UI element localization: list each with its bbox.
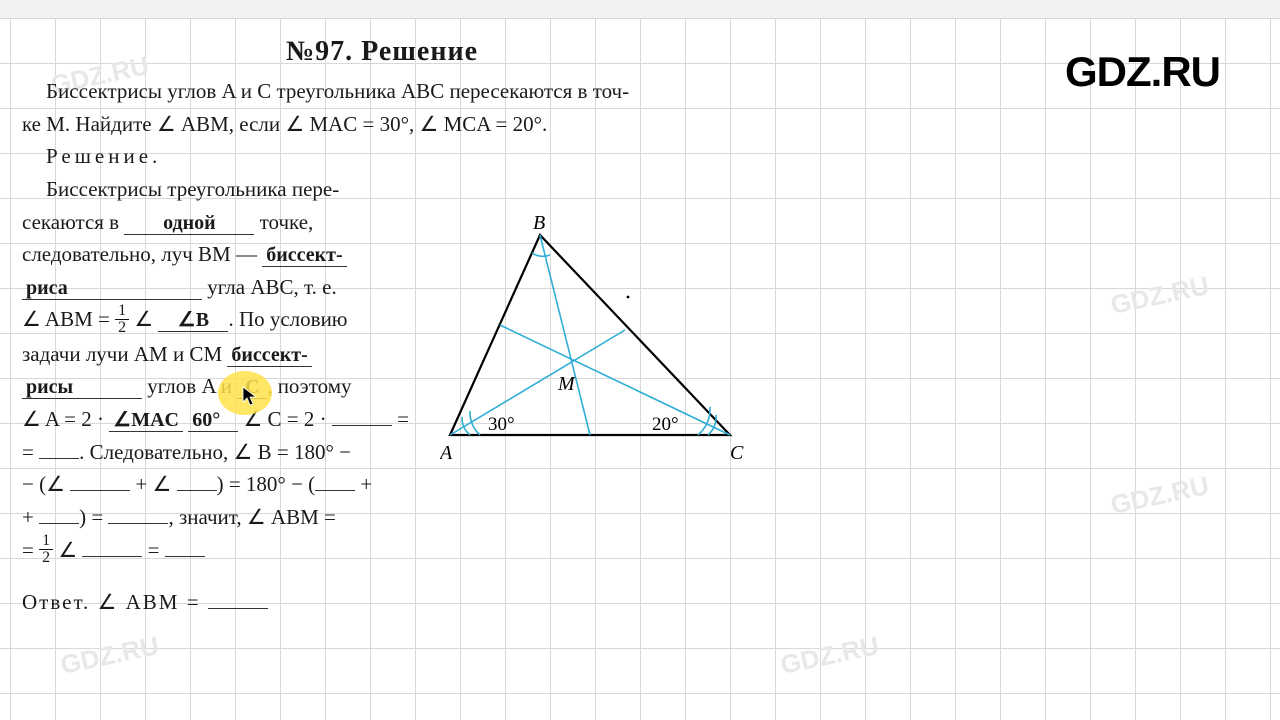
text-fragment: секаются в — [22, 210, 124, 234]
fill-angle-b: ∠B — [158, 309, 228, 332]
text-fragment: = — [392, 407, 409, 431]
svg-text:20°: 20° — [652, 414, 679, 435]
fill-bisector-3: биссект- — [227, 344, 311, 367]
site-logo: GDZ.RU — [1065, 48, 1220, 96]
text-fragment: + ∠ — [130, 472, 176, 496]
fraction-half: 12 — [115, 303, 129, 336]
fill-bisector-2: риса — [22, 277, 202, 300]
sol-line: следовательно, луч BM — биссект- — [22, 238, 442, 271]
svg-text:30°: 30° — [488, 414, 515, 435]
text-fragment: ∠ A = 2 · — [22, 407, 109, 431]
triangle-main — [450, 235, 730, 435]
sol-line: задачи лучи AM и CM биссект- — [22, 338, 442, 371]
diagram-angle-labels: 30° 20° — [488, 414, 679, 435]
text-fragment: угла ABC, т. е. — [202, 275, 337, 299]
svg-text:M: M — [557, 373, 576, 395]
text-fragment: следовательно, луч BM — — [22, 242, 262, 266]
fill-bisector: биссект- — [262, 244, 346, 267]
problem-statement: Биссектрисы углов A и C треугольника ABC… — [22, 75, 662, 173]
text-fragment: задачи лучи AM и CM — [22, 342, 227, 366]
blank-field — [177, 468, 217, 491]
text-fragment: . По условию — [228, 307, 347, 331]
sol-line: = 12 ∠ = — [22, 534, 442, 569]
text-fragment: = — [22, 538, 39, 562]
blank-field — [70, 468, 130, 491]
blank-field — [165, 534, 205, 557]
diagram-labels: A B C M — [440, 215, 744, 464]
blank-field — [39, 501, 79, 524]
text-fragment: + — [355, 472, 372, 496]
svg-text:B: B — [533, 215, 545, 234]
fill-point: одной — [124, 212, 254, 235]
text-fragment: . Следовательно, ∠ B = 180° − — [79, 440, 351, 464]
triangle-diagram: A B C M 30° 20° — [440, 215, 750, 495]
answer-label: Ответ. ∠ ABM = — [22, 590, 208, 614]
fill-60: 60° — [188, 409, 238, 432]
text-fragment: + — [22, 505, 39, 529]
sol-line: = . Следовательно, ∠ B = 180° − — [22, 436, 442, 469]
blank-field — [82, 534, 142, 557]
text-fragment: ) = 180° − ( — [217, 472, 316, 496]
problem-line-1: Биссектрисы углов A и C треугольника ABC… — [22, 75, 662, 108]
blank-field — [108, 501, 168, 524]
mouse-cursor-icon — [242, 386, 258, 411]
construction-lines — [450, 235, 730, 435]
blank-field — [208, 586, 268, 609]
solution-heading: Решение. — [22, 140, 662, 173]
blank-field — [315, 468, 355, 491]
sol-line: ∠ ABM = 12 ∠ ∠B. По условию — [22, 303, 442, 338]
text-fragment: ∠ ABM = — [22, 307, 115, 331]
text-fragment: точке, — [254, 210, 313, 234]
text-fragment: , поэтому — [267, 374, 351, 398]
text-fragment: = — [22, 440, 39, 464]
text-fragment: ) = — [79, 505, 108, 529]
text-fragment: ∠ — [53, 538, 82, 562]
blank-field — [39, 436, 79, 459]
fraction-half: 12 — [39, 533, 53, 566]
text-fragment: ∠ — [129, 307, 158, 331]
text-fragment: , значит, ∠ ABM = — [168, 505, 335, 529]
text-fragment: = — [142, 538, 164, 562]
problem-line-2: ке M. Найдите ∠ ABM, если ∠ MAC = 30°, ∠… — [22, 108, 662, 141]
answer-line: Ответ. ∠ ABM = — [22, 586, 442, 619]
fill-mac: ∠MAC — [109, 409, 183, 432]
sol-line: секаются в одной точке, — [22, 206, 442, 239]
text-fragment: − (∠ — [22, 472, 70, 496]
svg-text:C: C — [730, 442, 744, 464]
problem-title-handwritten: №97. Решение — [22, 30, 742, 73]
sol-line: риса угла ABC, т. е. — [22, 271, 442, 304]
sol-line: + ) = , значит, ∠ ABM = — [22, 501, 442, 534]
sol-line: Биссектрисы треугольника пере- — [22, 173, 442, 206]
fill-bisector-4: рисы — [22, 376, 142, 399]
svg-text:A: A — [440, 442, 453, 464]
sol-line: − (∠ + ∠ ) = 180° − ( + — [22, 468, 442, 501]
blank-field — [332, 403, 392, 426]
